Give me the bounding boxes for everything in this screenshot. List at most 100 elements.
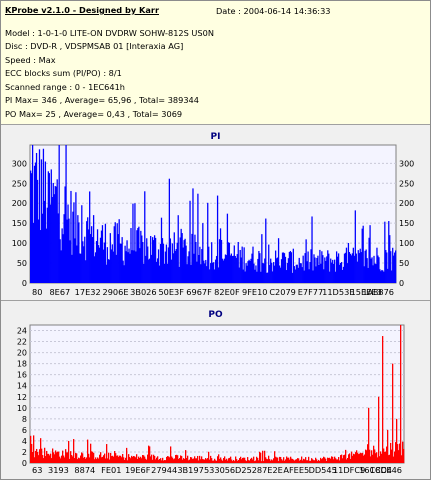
bar — [218, 239, 221, 283]
bar — [301, 267, 303, 283]
bar — [211, 458, 213, 463]
bar — [320, 457, 322, 463]
y-tick-label: 6 — [22, 426, 27, 435]
x-tick-label: 16C8D4 — [359, 465, 392, 475]
bar — [177, 455, 179, 463]
bar — [258, 250, 260, 283]
y-right-tick-label: 100 — [399, 239, 414, 248]
y-tick-label: 18 — [17, 360, 27, 369]
bar — [377, 255, 379, 283]
bar — [286, 456, 288, 463]
bar — [64, 186, 66, 283]
bar — [122, 453, 124, 463]
bar — [331, 262, 333, 283]
bar — [203, 260, 205, 283]
bar — [114, 222, 116, 283]
bar — [222, 260, 225, 283]
bar — [345, 449, 347, 463]
bar — [154, 455, 156, 463]
bar — [91, 226, 93, 283]
bar — [100, 230, 103, 283]
bar — [54, 186, 56, 283]
bar — [57, 213, 59, 283]
bar — [100, 452, 102, 463]
bar — [233, 459, 235, 463]
bar — [177, 215, 179, 283]
bar — [215, 255, 218, 283]
bar — [295, 459, 297, 463]
bar — [103, 455, 105, 463]
bar — [55, 450, 57, 463]
x-tick-label: 80 — [32, 287, 42, 297]
bar — [314, 257, 316, 283]
bar — [56, 179, 58, 283]
bar — [204, 459, 206, 463]
x-tick-label: 9FE10 — [242, 287, 268, 297]
bar — [353, 453, 355, 463]
bar — [243, 457, 245, 463]
bar — [134, 203, 136, 283]
y-tick-label: 100 — [12, 239, 27, 248]
bar — [114, 451, 116, 463]
bar — [351, 451, 353, 463]
bar — [331, 456, 333, 463]
bar — [342, 266, 345, 283]
bar — [249, 260, 251, 283]
bar — [364, 454, 366, 463]
bar — [281, 252, 284, 283]
bar — [105, 264, 108, 283]
bar — [389, 235, 391, 283]
bar — [128, 454, 130, 463]
x-tick-label: 1CCE46 — [370, 465, 402, 475]
scan-date: Date : 2004-06-14 14:36:33 — [216, 6, 331, 16]
bar — [206, 459, 208, 463]
bar — [269, 265, 271, 283]
bar — [370, 258, 372, 283]
bar — [182, 247, 184, 283]
bar — [108, 259, 110, 283]
bar — [98, 247, 101, 283]
bar — [148, 445, 150, 463]
bar — [173, 232, 175, 283]
bar — [142, 241, 144, 283]
bar — [58, 451, 60, 463]
bar — [257, 457, 259, 463]
bar — [48, 173, 50, 283]
scan-info-panel: KProbe v2.1.0 - Designed by Karr Date : … — [1, 1, 430, 125]
bar — [369, 225, 371, 283]
bar — [361, 228, 363, 283]
bar — [89, 191, 91, 283]
bar — [316, 257, 318, 283]
bar — [205, 259, 207, 283]
bar — [152, 237, 154, 283]
bar — [185, 245, 187, 283]
y-tick-label: 300 — [12, 159, 27, 168]
bar — [73, 439, 75, 463]
bar — [70, 451, 72, 463]
bar — [247, 457, 249, 463]
bar — [44, 161, 47, 283]
bar — [169, 238, 171, 283]
bar — [307, 251, 309, 283]
x-tick-label: AFEE5 — [283, 465, 309, 475]
bar — [90, 234, 92, 283]
bar — [85, 458, 87, 463]
bar — [92, 451, 94, 463]
bar — [155, 459, 157, 463]
x-tick-label: 8874 — [74, 465, 95, 475]
bar — [60, 250, 62, 283]
bar — [261, 234, 263, 283]
bar — [31, 443, 33, 463]
bar — [378, 257, 380, 283]
bar — [106, 247, 109, 283]
bar — [237, 241, 239, 283]
bar — [45, 456, 47, 463]
bar — [164, 460, 166, 463]
bar — [350, 458, 352, 463]
bar — [98, 458, 100, 463]
bar — [147, 246, 149, 283]
bar — [146, 459, 148, 463]
bar — [338, 457, 340, 463]
bar — [215, 460, 217, 463]
bar — [310, 249, 312, 283]
